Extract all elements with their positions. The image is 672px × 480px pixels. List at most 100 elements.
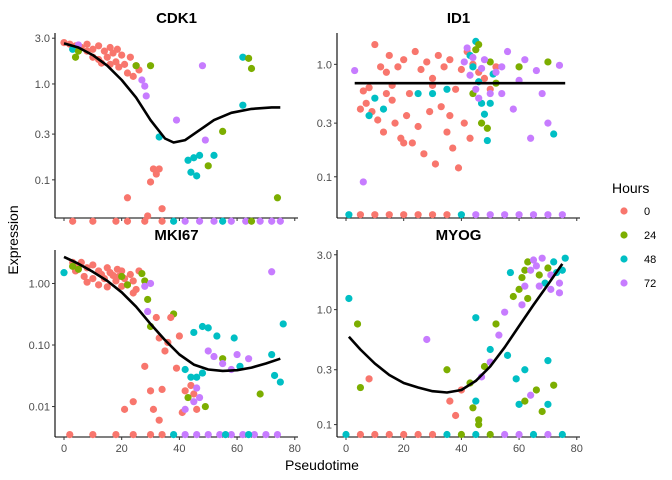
point-mki67-84 [219, 359, 227, 368]
point-id1-62 [486, 99, 494, 107]
y-tick-label-myog-0: 3.0 [317, 250, 332, 262]
panel-mki67: MKI67 1.00 0.10 0.01 0 20 40 60 80 [29, 227, 301, 455]
point-id1-73 [475, 40, 483, 49]
point-cdk1-45 [187, 168, 195, 176]
y-tick-label-mki67-0: 1.00 [29, 278, 50, 290]
y-tick-label-mki67-1: 0.10 [29, 340, 50, 352]
point-mki67-69 [181, 387, 189, 395]
point-id1-98 [356, 211, 365, 219]
point-id1-50 [365, 112, 373, 120]
point-cdk1-6 [95, 42, 103, 50]
y-tick-label-cdk1-0: 3.0 [35, 33, 50, 45]
point-id1-54 [443, 85, 451, 93]
point-myog-69 [501, 430, 509, 439]
point-mki67-33 [123, 281, 132, 289]
point-id1-75 [359, 178, 367, 186]
point-cdk1-52 [198, 62, 207, 70]
point-mki67-88 [268, 268, 276, 276]
point-myog-53 [535, 282, 543, 290]
point-myog-41 [538, 254, 546, 262]
y-tick-label-myog-3: 0.1 [317, 420, 332, 432]
point-id1-7 [405, 89, 414, 98]
point-id1-77 [463, 44, 471, 52]
point-mki67-49 [213, 332, 221, 340]
point-id1-84 [486, 89, 494, 98]
x-tick-label-myog-2: 40 [455, 443, 467, 455]
y-tick-label-myog-2: 0.3 [317, 365, 332, 377]
point-id1-38 [449, 144, 457, 152]
point-myog-32 [521, 366, 529, 374]
point-cdk1-15 [120, 60, 129, 68]
point-id1-99 [371, 211, 379, 219]
point-myog-36 [524, 258, 532, 266]
x-tick-label-mki67-3: 60 [231, 443, 243, 455]
point-myog-24 [515, 400, 523, 408]
point-myog-39 [532, 262, 540, 270]
point-cdk1-43 [172, 116, 181, 124]
point-cdk1-70 [242, 217, 250, 225]
point-myog-10 [472, 397, 480, 405]
point-id1-44 [382, 89, 390, 98]
point-cdk1-8 [103, 53, 111, 61]
point-mki67-54 [276, 378, 284, 386]
point-mki67-35 [141, 277, 149, 285]
point-id1-22 [492, 63, 500, 71]
point-id1-71 [515, 63, 523, 71]
point-myog-12 [469, 404, 477, 412]
point-myog-54 [518, 301, 526, 309]
point-mki67-83 [210, 352, 218, 361]
point-mki67-28 [80, 272, 88, 281]
point-mki67-43 [161, 347, 169, 355]
point-cdk1-30 [132, 62, 140, 70]
point-mki67-34 [138, 269, 146, 278]
point-myog-29 [544, 400, 552, 408]
point-mki67-98 [193, 431, 201, 439]
point-id1-53 [428, 89, 437, 98]
point-mki67-31 [74, 265, 83, 273]
point-mki67-82 [204, 347, 212, 355]
point-id1-1 [377, 63, 385, 71]
point-mki67-47 [198, 322, 207, 331]
point-id1-107 [486, 211, 494, 219]
point-myog-68 [486, 430, 494, 439]
point-mki67-105 [273, 431, 282, 439]
point-id1-20 [480, 74, 489, 82]
point-myog-44 [547, 285, 555, 293]
point-mki67-90 [66, 431, 74, 439]
point-id1-0 [371, 40, 379, 49]
point-myog-30 [550, 381, 558, 389]
point-mki67-81 [195, 393, 204, 402]
legend-label-24: 24 [644, 230, 656, 242]
point-cdk1-48 [195, 151, 204, 159]
x-axis-title: Pseudotime [285, 457, 359, 473]
point-id1-76 [460, 58, 468, 66]
point-mki67-102 [239, 431, 247, 439]
point-id1-82 [477, 64, 486, 73]
point-mki67-60 [120, 405, 129, 413]
point-id1-11 [428, 74, 437, 82]
point-myog-56 [506, 268, 515, 277]
point-id1-102 [414, 211, 422, 219]
point-myog-52 [521, 282, 529, 290]
point-cdk1-61 [112, 217, 120, 225]
point-myog-2 [356, 383, 365, 392]
point-mki67-80 [190, 398, 198, 406]
point-myog-65 [443, 430, 451, 439]
point-mki67-67 [172, 364, 181, 372]
point-myog-20 [503, 351, 512, 359]
point-id1-60 [480, 110, 489, 118]
point-id1-72 [544, 58, 552, 66]
point-mki67-10 [109, 271, 117, 280]
point-cdk1-56 [239, 101, 247, 109]
point-id1-104 [443, 211, 451, 219]
point-id1-94 [544, 119, 552, 127]
point-id1-14 [446, 56, 454, 64]
point-cdk1-33 [142, 92, 150, 100]
y-tick-label-id1-1: 0.3 [317, 118, 332, 130]
point-id1-9 [417, 65, 425, 74]
point-id1-56 [469, 63, 477, 71]
point-mki67-40 [144, 307, 152, 316]
point-id1-81 [475, 94, 483, 102]
point-mki67-14 [118, 267, 126, 275]
